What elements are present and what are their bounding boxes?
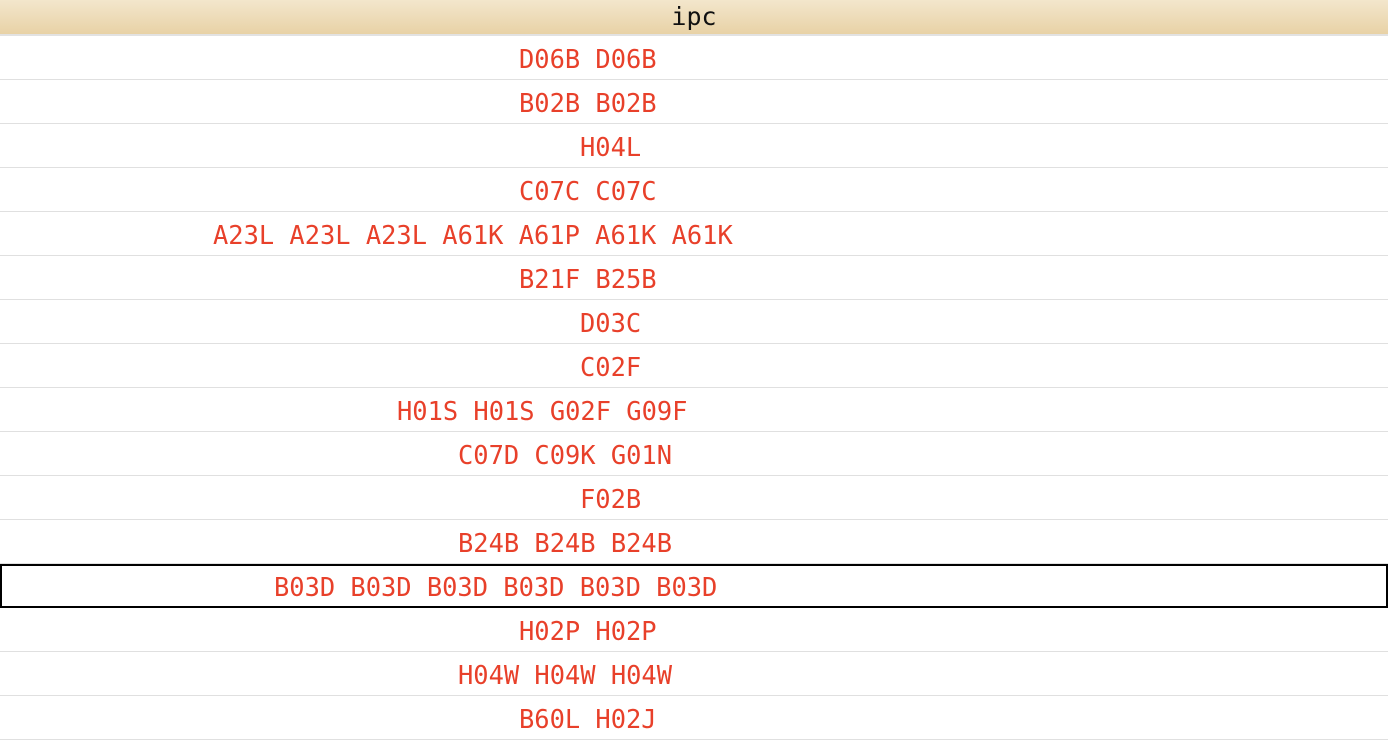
ipc-cell-text: C07D C09K G01N [458, 440, 673, 470]
ipc-cell-text: F02B [580, 484, 642, 514]
table-row[interactable]: H04W H04W H04W [0, 652, 1388, 696]
table-row[interactable]: B60L H02J [0, 696, 1388, 740]
table-row[interactable]: C07D C09K G01N [0, 432, 1388, 476]
table-row[interactable]: D03C [0, 300, 1388, 344]
ipc-cell-text: A23L A23L A23L A61K A61P A61K A61K [213, 220, 733, 250]
table-row[interactable]: H04L [0, 124, 1388, 168]
column-header-ipc[interactable]: ipc [0, 0, 1388, 36]
ipc-cell-text: C07C C07C [519, 176, 657, 206]
ipc-cell-text: B60L H02J [519, 704, 657, 734]
table-row[interactable]: B21F B25B [0, 256, 1388, 300]
table-row[interactable]: D06B D06B [0, 36, 1388, 80]
ipc-cell-text: D03C [580, 308, 642, 338]
table-row[interactable]: B03D B03D B03D B03D B03D B03D [0, 564, 1388, 608]
ipc-cell-text: B24B B24B B24B [458, 528, 673, 558]
table-row[interactable]: B02B B02B [0, 80, 1388, 124]
ipc-cell-text: H04W H04W H04W [458, 660, 673, 690]
table-row[interactable]: H02P H02P [0, 608, 1388, 652]
ipc-cell-text: B02B B02B [519, 88, 657, 118]
ipc-cell-text: C02F [580, 352, 642, 382]
ipc-cell-text: B03D B03D B03D B03D B03D B03D [274, 572, 718, 602]
table-row[interactable]: F02B [0, 476, 1388, 520]
ipc-cell-text: H02P H02P [519, 616, 657, 646]
table-row[interactable]: C02F [0, 344, 1388, 388]
ipc-column-cells: D06B D06B B02B B02B H04L C07C C07C A23L A23L… [0, 36, 1388, 740]
ipc-cell-text: H04L [580, 132, 642, 162]
ipc-cell-text: B21F B25B [519, 264, 657, 294]
table-row[interactable]: H01S H01S G02F G09F [0, 388, 1388, 432]
ipc-cell-text: D06B D06B [519, 44, 657, 74]
table-row[interactable]: B24B B24B B24B [0, 520, 1388, 564]
table-row[interactable]: A23L A23L A23L A61K A61P A61K A61K [0, 212, 1388, 256]
table-row[interactable]: C07C C07C [0, 168, 1388, 212]
ipc-cell-text: H01S H01S G02F G09F [397, 396, 688, 426]
